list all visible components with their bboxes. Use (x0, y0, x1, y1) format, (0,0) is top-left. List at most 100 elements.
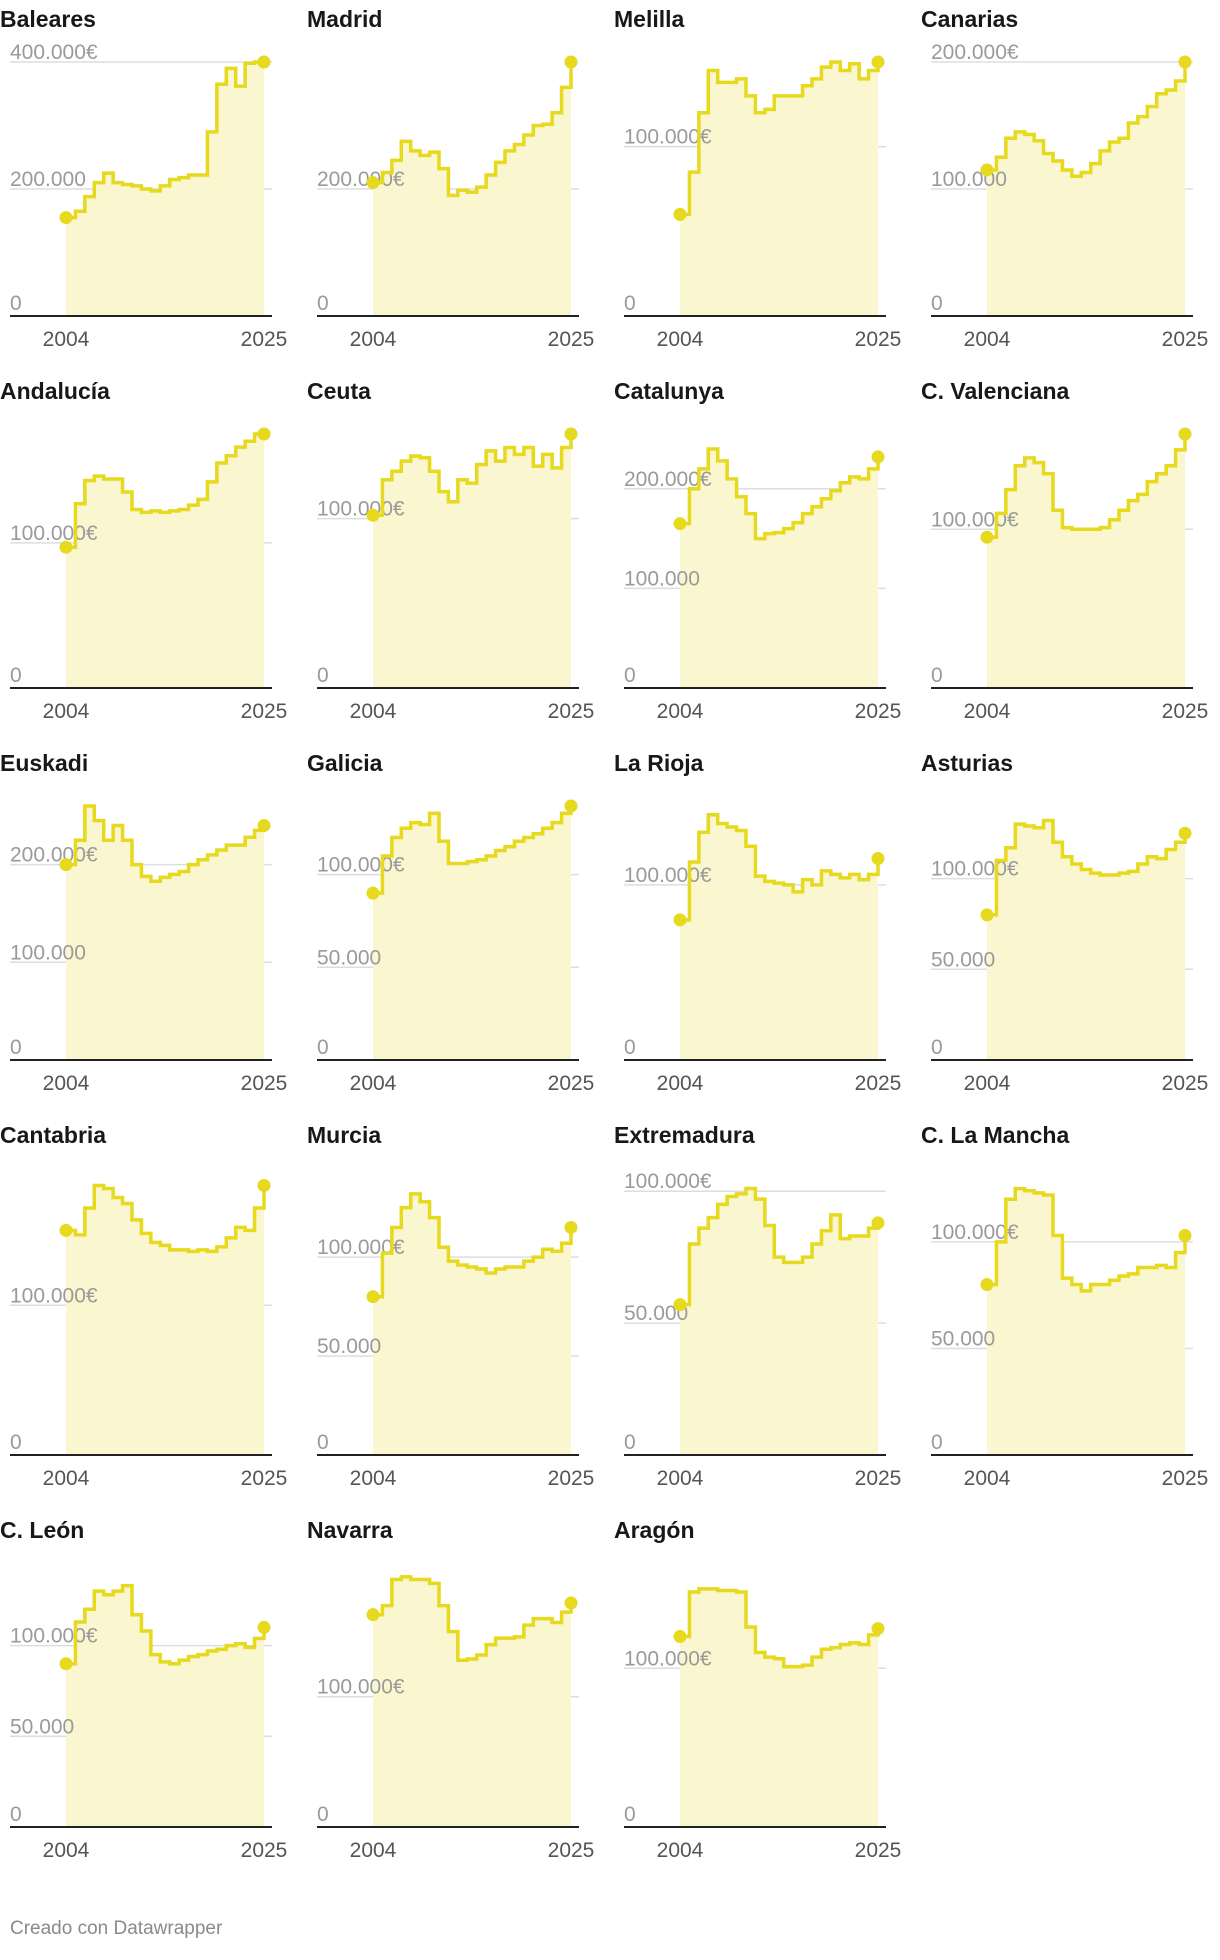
y-tick-label: 0 (624, 664, 636, 687)
y-tick-label: 0 (624, 1036, 636, 1059)
start-point (59, 211, 73, 225)
chart-title: Extremadura (614, 1122, 755, 1148)
chart-panel: Asturias 0 50.000 100.000€ 2004 2025 (921, 744, 1208, 1106)
y-tick-label: 0 (317, 292, 329, 315)
series-line (987, 818, 1187, 917)
chart-panel: Canarias 0 100.000 200.000€ 2004 2025 (921, 0, 1208, 362)
x-tick-label: 2025 (548, 700, 595, 723)
chart-title: Catalunya (614, 378, 724, 404)
start-point (673, 517, 687, 531)
chart-title: Madrid (307, 6, 383, 32)
chart-title: Baleares (0, 6, 96, 32)
end-point (871, 852, 885, 866)
chart-title: C. León (0, 1517, 85, 1543)
x-tick-label: 2004 (350, 1072, 397, 1095)
y-tick-label: 0 (10, 292, 22, 315)
series-line (66, 1183, 266, 1254)
y-tick-label: 200.000€ (624, 468, 712, 491)
start-point (366, 508, 380, 522)
y-tick-label: 100.000€ (931, 1221, 1019, 1244)
chart-svg: 0 100.000 200.000€ 2004 2025 (10, 804, 287, 1095)
chart-title: Ceuta (307, 378, 371, 404)
area-fill (680, 1188, 878, 1455)
y-tick-label: 100.000€ (624, 126, 712, 149)
x-tick-label: 2004 (43, 1072, 90, 1095)
series-line (680, 1186, 880, 1307)
x-tick-label: 2025 (855, 1467, 902, 1490)
y-tick-label: 0 (10, 1803, 22, 1826)
start-point (366, 1290, 380, 1304)
y-tick-label: 100.000 (10, 941, 86, 964)
y-tick-label: 100.000€ (10, 1284, 98, 1307)
chart-panel: Madrid 0 200.000€ 2004 2025 (307, 0, 594, 362)
start-point (673, 1630, 687, 1643)
y-tick-label: 50.000 (317, 946, 381, 969)
series-line (680, 447, 880, 541)
chart-panel: Melilla 0 100.000€ 2004 2025 (614, 0, 901, 362)
x-tick-label: 2025 (548, 1467, 595, 1490)
chart-panel: Catalunya 0 100.000 200.000€ 2004 2025 (614, 372, 901, 734)
x-tick-label: 2004 (657, 1839, 704, 1862)
x-tick-label: 2004 (43, 1467, 90, 1490)
x-tick-label: 2025 (241, 1072, 288, 1095)
chart-title: Euskadi (0, 750, 89, 776)
x-tick-label: 2025 (855, 328, 902, 351)
y-tick-label: 200.000 (10, 168, 86, 191)
credit-text: Creado con Datawrapper (10, 1918, 223, 1939)
y-tick-label: 100.000€ (10, 1625, 98, 1648)
y-tick-label: 0 (10, 1431, 22, 1454)
start-point (980, 1278, 994, 1292)
start-point (59, 540, 73, 554)
y-tick-label: 200.000€ (931, 41, 1019, 64)
x-tick-label: 2004 (350, 1839, 397, 1862)
end-point (871, 55, 885, 69)
start-point (673, 1298, 687, 1312)
y-tick-label: 0 (624, 292, 636, 315)
chart-title: C. La Mancha (921, 1122, 1070, 1148)
series-line (373, 1192, 573, 1299)
y-tick-label: 100.000€ (624, 1170, 712, 1193)
end-point (1178, 55, 1192, 69)
chart-panel: La Rioja 0 100.000€ 2004 2025 (614, 744, 901, 1106)
area-fill (373, 434, 571, 688)
x-tick-label: 2004 (657, 1072, 704, 1095)
y-tick-label: 0 (931, 1431, 943, 1454)
x-tick-label: 2025 (1162, 328, 1209, 351)
chart-svg: 0 100.000€ 2004 2025 (624, 55, 901, 351)
chart-title: Navarra (307, 1517, 393, 1543)
chart-title: Galicia (307, 750, 383, 776)
series-line (66, 804, 266, 883)
x-tick-label: 2025 (1162, 700, 1209, 723)
x-tick-label: 2004 (657, 328, 704, 351)
area-fill (680, 814, 878, 1060)
x-tick-label: 2004 (350, 700, 397, 723)
series-line (680, 813, 880, 922)
series-line (373, 1575, 573, 1663)
x-tick-label: 2025 (241, 328, 288, 351)
y-tick-label: 200.000€ (10, 844, 98, 867)
series-line (680, 60, 880, 217)
area-fill (373, 62, 571, 316)
series-line (66, 1583, 266, 1666)
end-point (871, 1216, 885, 1230)
end-point (257, 1178, 271, 1192)
end-point (1178, 1229, 1192, 1243)
series-line (987, 434, 1187, 539)
series-line (987, 1186, 1187, 1293)
area-fill (66, 62, 264, 316)
end-point (257, 819, 271, 833)
chart-title: Canarias (921, 6, 1019, 32)
y-tick-label: 100.000€ (10, 522, 98, 545)
x-tick-label: 2025 (1162, 1072, 1209, 1095)
chart-panel: Murcia 0 50.000 100.000€ 2004 2025 (307, 1116, 594, 1501)
start-point (366, 886, 380, 900)
area-fill (987, 820, 1185, 1060)
y-tick-label: 100.000€ (624, 1647, 712, 1670)
